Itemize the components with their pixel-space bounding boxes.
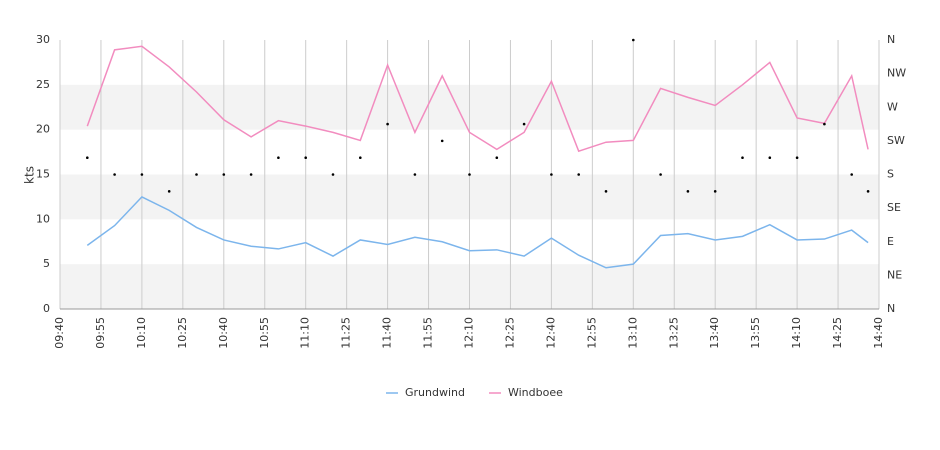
y-tick-label: 5 xyxy=(43,257,50,270)
x-tick-label: 12:25 xyxy=(503,317,516,349)
y2-tick-label: NE xyxy=(887,268,902,281)
y2-tick-label: SW xyxy=(887,134,905,147)
direction-dot xyxy=(577,173,580,176)
x-tick-label: 11:40 xyxy=(381,317,394,349)
direction-dot xyxy=(713,190,717,193)
x-tick-label: 14:25 xyxy=(831,317,844,349)
x-tick-label: 11:25 xyxy=(340,317,353,349)
direction-dot xyxy=(850,173,853,176)
x-tick-label: 13:25 xyxy=(667,317,680,349)
series-line xyxy=(86,196,869,269)
direction-dot xyxy=(113,173,116,176)
direction-dot xyxy=(741,156,744,159)
x-tick-label: 13:40 xyxy=(708,317,721,349)
x-tick-label: 10:55 xyxy=(258,317,271,349)
y2-tick-label: SE xyxy=(887,201,901,214)
y-tick-label: 30 xyxy=(36,33,50,46)
y-tick-label: 15 xyxy=(36,168,50,181)
direction-dot xyxy=(331,173,335,176)
y2-tick-label: N xyxy=(887,33,895,46)
direction-dot xyxy=(249,173,253,176)
x-tick-label: 13:55 xyxy=(749,317,762,349)
series-line xyxy=(86,45,869,153)
y-tick-label: 25 xyxy=(36,78,50,91)
x-tick-label: 12:40 xyxy=(544,317,557,349)
y-tick-label: 10 xyxy=(36,212,50,225)
direction-dot xyxy=(222,173,226,176)
direction-dot xyxy=(550,173,553,176)
y2-tick-label: E xyxy=(887,235,894,248)
x-tick-label: 10:10 xyxy=(135,317,148,349)
y2-tick-label: NW xyxy=(887,67,906,80)
direction-dot xyxy=(632,38,635,42)
x-tick-label: 14:10 xyxy=(790,317,803,349)
x-tick-label: 14:40 xyxy=(872,317,885,349)
x-tick-label: 13:10 xyxy=(626,317,639,349)
x-tick-label: 12:55 xyxy=(585,317,598,349)
x-tick-label: 11:10 xyxy=(299,317,312,349)
y-tick-label: 0 xyxy=(43,302,50,315)
direction-dot xyxy=(866,190,870,193)
x-tick-label: 10:25 xyxy=(176,317,189,349)
direction-dot xyxy=(140,173,144,176)
direction-dot xyxy=(359,156,362,159)
direction-dot xyxy=(522,122,526,126)
direction-dot xyxy=(277,156,280,159)
direction-dot xyxy=(468,173,471,176)
y-axis-label: kts xyxy=(23,166,37,184)
y2-tick-label: W xyxy=(887,100,898,113)
x-tick-label: 09:55 xyxy=(94,317,107,349)
direction-dot xyxy=(495,156,499,159)
direction-dot xyxy=(795,156,799,159)
direction-dot xyxy=(386,122,389,126)
legend-label: Grundwind xyxy=(405,386,465,399)
direction-dot xyxy=(86,156,89,159)
legend-label: Windboee xyxy=(508,386,563,399)
direction-dot xyxy=(768,156,772,159)
direction-dot xyxy=(413,173,417,176)
direction-dot xyxy=(823,122,826,126)
y2-tick-label: S xyxy=(887,168,894,181)
y2-tick-label: N xyxy=(887,302,895,315)
x-tick-label: 12:10 xyxy=(463,317,476,349)
x-tick-label: 10:40 xyxy=(217,317,230,349)
x-tick-label: 09:40 xyxy=(53,317,66,349)
y-tick-label: 20 xyxy=(36,123,50,136)
direction-dot xyxy=(440,139,444,143)
x-tick-label: 11:55 xyxy=(422,317,435,349)
direction-dot xyxy=(304,156,308,159)
direction-dot xyxy=(195,173,198,176)
direction-dot xyxy=(686,190,690,193)
direction-dot xyxy=(604,190,608,193)
direction-dot xyxy=(167,190,171,193)
direction-dot xyxy=(659,173,662,176)
